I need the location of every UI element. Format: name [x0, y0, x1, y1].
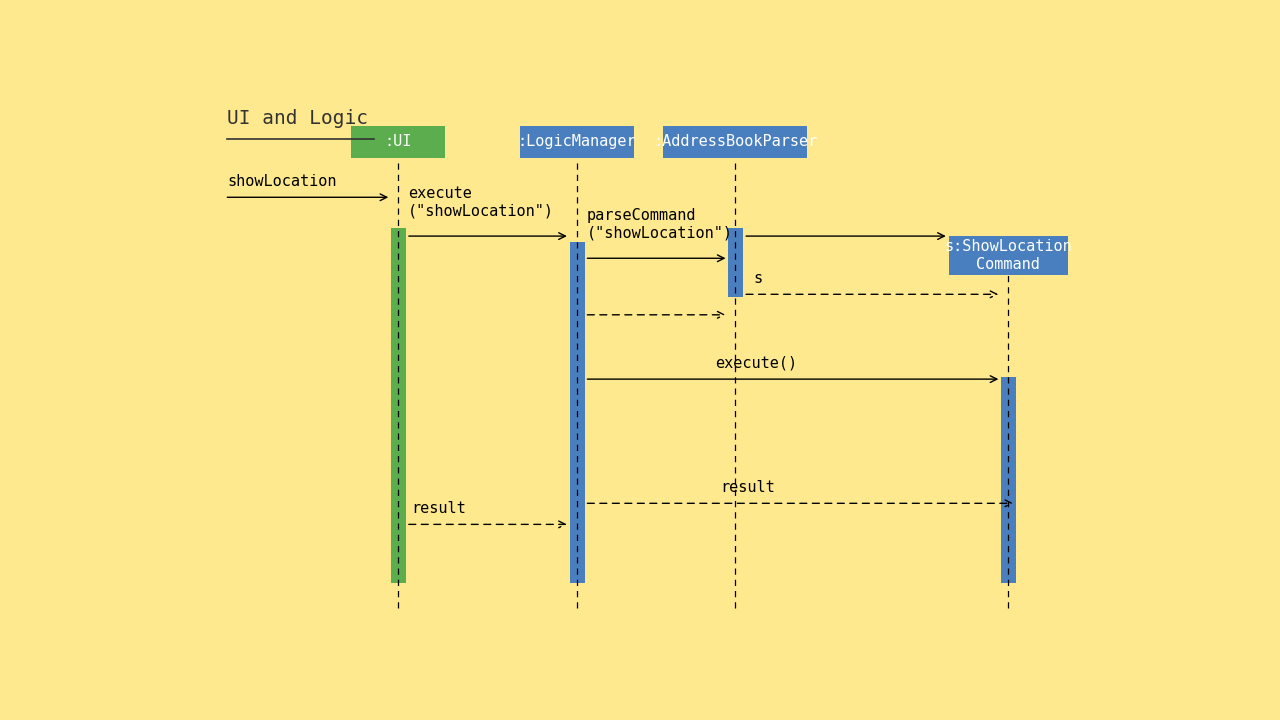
Text: :UI: :UI — [384, 135, 412, 149]
Text: :AddressBookParser: :AddressBookParser — [653, 135, 818, 149]
Text: result: result — [411, 501, 466, 516]
Text: execute
("showLocation"): execute ("showLocation") — [408, 186, 554, 218]
Text: :LogicManager: :LogicManager — [517, 135, 636, 149]
FancyBboxPatch shape — [1001, 377, 1016, 582]
Text: execute(): execute() — [716, 355, 797, 370]
FancyBboxPatch shape — [663, 126, 808, 158]
Text: showLocation: showLocation — [228, 174, 337, 189]
FancyBboxPatch shape — [948, 236, 1068, 275]
FancyBboxPatch shape — [351, 126, 445, 158]
Text: UI and Logic: UI and Logic — [228, 109, 369, 127]
FancyBboxPatch shape — [392, 228, 406, 582]
FancyBboxPatch shape — [570, 242, 585, 582]
FancyBboxPatch shape — [728, 228, 744, 297]
Text: result: result — [721, 480, 776, 495]
Text: parseCommand
("showLocation"): parseCommand ("showLocation") — [586, 208, 732, 240]
FancyBboxPatch shape — [520, 126, 634, 158]
Text: s:ShowLocation
Command: s:ShowLocation Command — [945, 239, 1073, 271]
Text: s: s — [753, 271, 763, 286]
